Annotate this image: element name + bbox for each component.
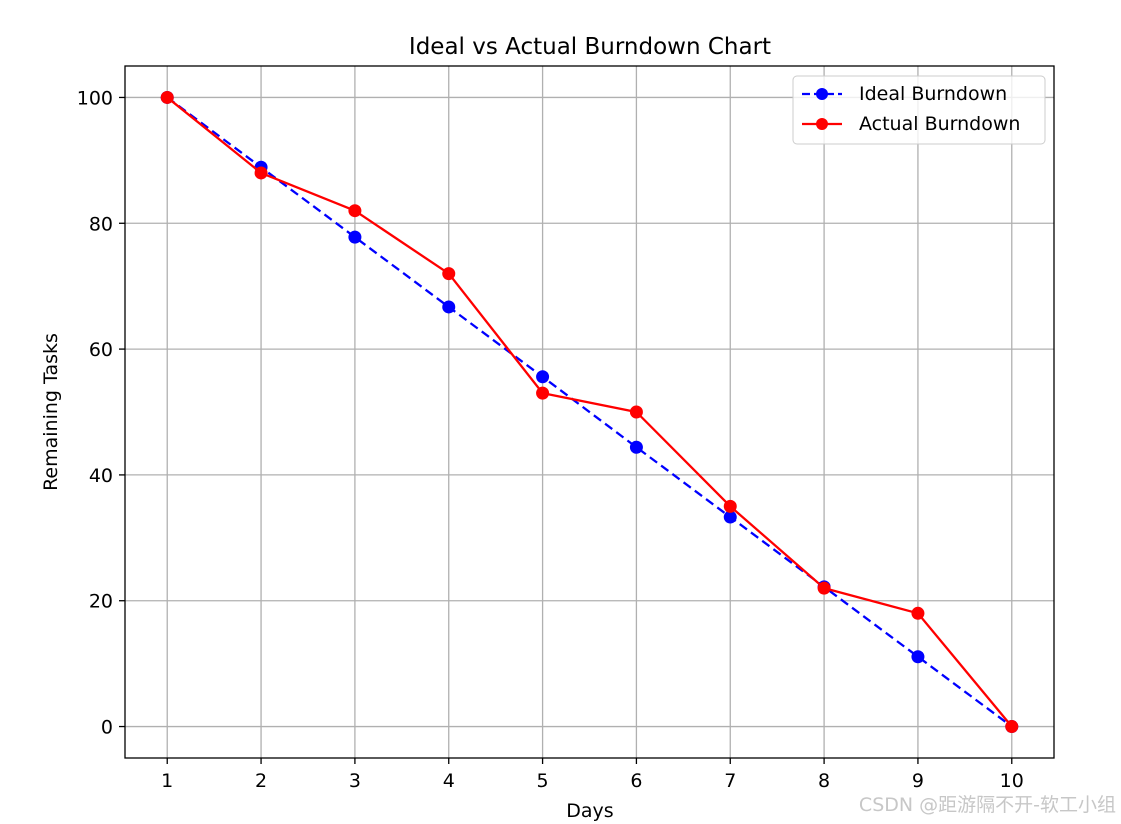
- legend-ideal-marker: [816, 88, 828, 100]
- ideal-burndown-point: [536, 370, 550, 384]
- x-tick-label: 7: [724, 770, 736, 792]
- x-tick-label: 6: [630, 770, 642, 792]
- series-layer: [160, 90, 1019, 734]
- x-tick-label: 4: [443, 770, 455, 792]
- actual-burndown-point: [817, 581, 831, 595]
- actual-burndown-point: [629, 405, 643, 419]
- actual-burndown-line: [166, 96, 1013, 728]
- x-tick-label: 9: [912, 770, 924, 792]
- chart-title: Ideal vs Actual Burndown Chart: [409, 34, 771, 60]
- ideal-burndown-point: [629, 440, 643, 454]
- x-tick-label: 3: [349, 770, 361, 792]
- y-tick-label: 20: [89, 591, 113, 613]
- actual-burndown-point: [442, 267, 456, 281]
- y-tick-label: 60: [89, 339, 113, 361]
- actual-burndown-point: [1005, 720, 1019, 734]
- ideal-burndown-point: [911, 650, 925, 664]
- legend-box: [792, 75, 1046, 145]
- x-axis-ticks: 1 2 3 4 5 6 7 8 9 10: [161, 758, 1024, 792]
- actual-burndown-point: [254, 166, 268, 180]
- legend-actual-marker: [816, 118, 828, 130]
- y-axis-label: Remaining Tasks: [40, 333, 62, 491]
- grid: [125, 66, 1054, 758]
- y-tick-label: 100: [77, 87, 113, 109]
- watermark: CSDN @距游隔不开-软工小组: [859, 794, 1116, 816]
- y-tick-label: 80: [89, 213, 113, 235]
- actual-burndown-point: [348, 204, 362, 218]
- legend-actual-label: Actual Burndown: [859, 113, 1020, 135]
- actual-burndown-point: [723, 499, 737, 513]
- actual-burndown-point: [911, 606, 925, 620]
- x-axis-label: Days: [566, 800, 613, 822]
- ideal-burndown-point: [348, 230, 362, 244]
- ideal-burndown-point: [442, 300, 456, 314]
- y-tick-label: 40: [89, 465, 113, 487]
- x-tick-label: 10: [1000, 770, 1024, 792]
- ideal-burndown-point: [723, 510, 737, 524]
- legend-ideal-label: Ideal Burndown: [859, 83, 1007, 105]
- x-tick-label: 1: [161, 770, 173, 792]
- y-axis-ticks: 0 20 40 60 80 100: [77, 87, 125, 739]
- x-tick-label: 5: [537, 770, 549, 792]
- actual-burndown-point: [160, 90, 174, 104]
- ideal-burndown-line: [166, 96, 1013, 728]
- legend: Ideal Burndown Actual Burndown: [792, 75, 1046, 145]
- x-tick-label: 2: [255, 770, 267, 792]
- x-tick-label: 8: [818, 770, 830, 792]
- plot-area-frame: [124, 65, 1055, 759]
- y-tick-label: 0: [101, 717, 113, 739]
- actual-burndown-point: [536, 386, 550, 400]
